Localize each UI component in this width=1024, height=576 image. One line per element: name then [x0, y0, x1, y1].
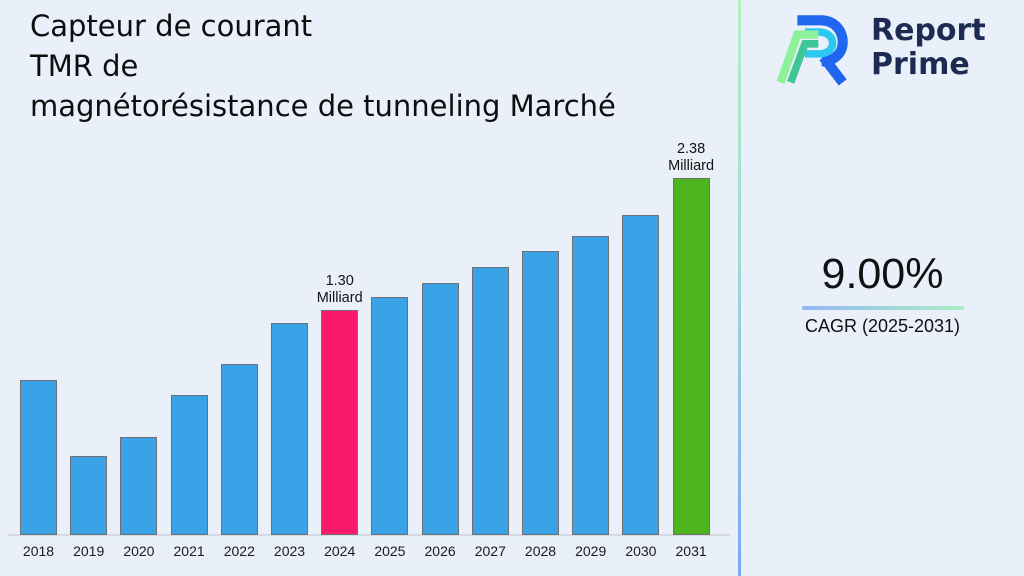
x-tick-2024: 2024	[324, 543, 356, 559]
x-tick-2031: 2031	[675, 543, 707, 559]
bar-2023	[271, 323, 308, 535]
brand-logo: Report Prime	[773, 8, 986, 88]
x-tick-2026: 2026	[424, 543, 456, 559]
vertical-divider	[738, 0, 741, 576]
bar-value-label-2031: 2.38 Milliard	[668, 141, 715, 174]
x-tick-2018: 2018	[22, 543, 55, 559]
bar-2028	[522, 251, 559, 535]
brand-name-line2: Prime	[871, 47, 970, 82]
bar-2030	[622, 215, 660, 535]
bar-chart: 2018 2019 2020 2021 2022 2023 2024 1.30 Milliar…	[8, 141, 730, 559]
bar-2024	[321, 310, 359, 535]
x-tick-2020: 2020	[123, 543, 155, 559]
title-line-1: Capteur de courant	[30, 9, 313, 43]
x-tick-2028: 2028	[524, 543, 557, 559]
brand-name-line1: Report	[871, 13, 986, 48]
bar-2020	[120, 437, 158, 535]
x-tick-2027: 2027	[474, 543, 506, 559]
bar-2021	[170, 395, 208, 535]
x-axis-line	[8, 534, 730, 536]
bar-2018	[20, 380, 57, 535]
brand-name: Report Prime	[871, 14, 986, 82]
bar-2022	[220, 364, 258, 535]
cagr-underline	[801, 306, 964, 310]
bar-2026	[421, 283, 459, 535]
x-tick-2023: 2023	[273, 543, 306, 559]
summary-pane: Report Prime 9.00% CAGR (2025-2031)	[741, 0, 1024, 576]
page-title: Capteur de courant TMR de magnétorésista…	[30, 6, 616, 126]
bar-2029	[572, 236, 610, 535]
title-line-3: magnétorésistance de tunneling Marché	[30, 89, 616, 123]
bar-2019	[70, 456, 108, 535]
cagr-block: 9.00% CAGR (2025-2031)	[741, 250, 1024, 337]
x-tick-2030: 2030	[625, 543, 657, 559]
bar-2027	[471, 267, 509, 535]
x-tick-2021: 2021	[173, 543, 205, 559]
x-tick-2022: 2022	[223, 543, 255, 559]
cagr-label: CAGR (2025-2031)	[804, 316, 961, 336]
title-line-2: TMR de	[30, 49, 139, 83]
cagr-value: 9.00%	[821, 250, 944, 298]
x-tick-2025: 2025	[374, 543, 406, 559]
bar-value-label-2024: 1.30 Milliard	[316, 273, 363, 306]
x-tick-2029: 2029	[575, 543, 607, 559]
bar-2025	[371, 297, 409, 535]
x-tick-2019: 2019	[73, 543, 105, 559]
bar-2031	[672, 178, 710, 535]
report-prime-logo-icon	[776, 15, 848, 86]
